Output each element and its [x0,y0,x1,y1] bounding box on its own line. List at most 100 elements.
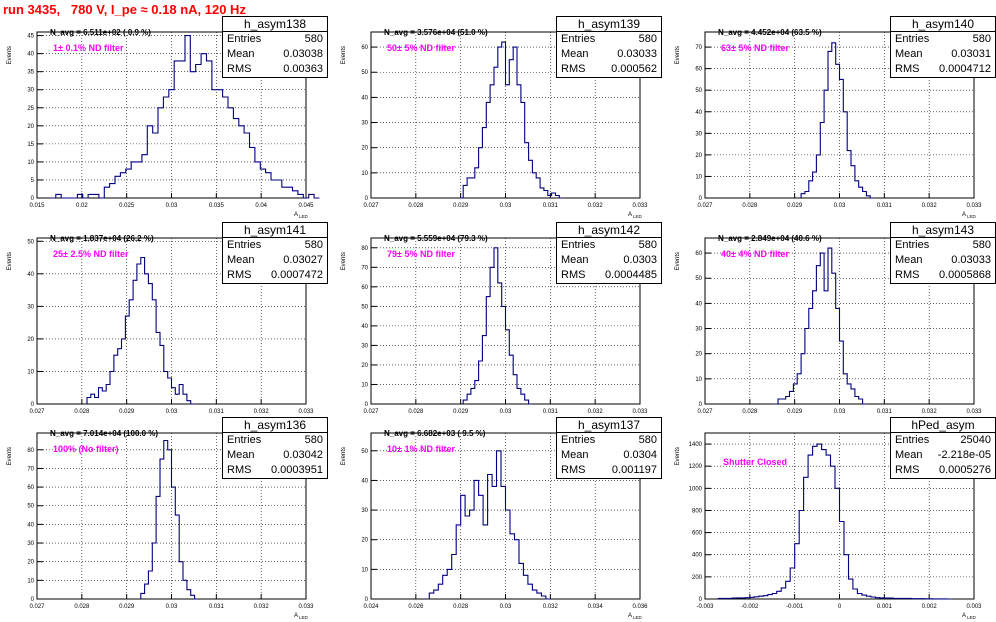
stats-label: Entries [561,239,596,251]
y-axis-label: Events [341,46,347,64]
x-tick-label: 0.028 [408,203,424,209]
histogram-bin [723,598,727,599]
stats-value: 0.03027 [283,254,323,266]
y-tick-label: 10 [361,171,368,177]
filter-label: 10± 1% ND filter [387,444,455,454]
x-tick-label: 0.03 [834,409,846,415]
histogram-bin [804,477,808,599]
histogram-name: h_asym136 [223,418,327,433]
histogram-bin [158,108,163,198]
histogram-bin [490,85,494,198]
histogram-bin [759,596,763,599]
histogram-svg: 0.027 0.028 0.029 0.03 0.031 0.032 0.033 0 10 20 3… [675,31,982,219]
y-tick-label: 50 [695,276,702,282]
y-axis-label: Events [7,447,13,465]
y-tick-label: 1200 [689,464,703,470]
x-tick-label: 0.027 [363,203,379,209]
histogram-bin [287,187,292,198]
histogram-bin [763,596,767,599]
y-tick-label: 30 [27,304,34,310]
histogram-bin [718,598,722,599]
y-tick-label: 40 [695,110,702,116]
x-tick-label: 0.031 [543,203,559,209]
histogram-bin [309,194,314,198]
histogram-bin [463,185,467,198]
histogram-svg: -0.003 -0.002 -0.001 0 0.001 0.002 0.003 0 200 40… [675,432,982,620]
y-tick-label: 0 [365,597,369,603]
histogram-bin [778,399,782,404]
y-tick-label: 40 [27,52,34,58]
histogram-bin [434,590,438,599]
histogram-bin [853,589,857,599]
histogram-bin [786,581,790,599]
y-tick-label: 400 [692,553,703,559]
histogram-bin [102,391,106,404]
histogram-bin [517,85,521,198]
stats-row-entries: Entries 580 [891,32,995,47]
stats-row-mean: Mean 0.03027 [223,253,327,268]
histogram-bin [847,151,851,198]
histogram-bin [782,399,786,404]
histogram-bin [537,593,541,599]
histogram-bin [822,450,826,599]
x-tick-label: 0.028 [74,604,90,610]
histogram-bin [514,540,518,599]
n-avg-label: N_avg = 3.576e+04 (51.0 %) [384,28,488,37]
histogram-bin [898,598,902,599]
x-tick-label: 0.045 [298,203,314,209]
histogram-bin [147,126,152,198]
histogram-bin [510,534,514,599]
histogram-bin [797,374,801,404]
histogram-bin [160,345,164,404]
y-tick-label: 60 [27,485,34,491]
histogram-bin [840,341,844,404]
histogram-bin [88,194,93,198]
stats-value: 0.0304 [623,449,657,461]
y-tick-label: 40 [361,324,368,330]
histogram-bin [521,102,525,198]
y-tick-label: 10 [27,369,34,375]
histogram-bin [866,196,870,198]
histogram-bin [848,579,852,599]
y-tick-label: 0 [365,196,369,202]
histogram-bin [110,371,114,404]
histogram-bin [95,397,99,404]
histogram-bin [813,172,817,198]
histogram-line-h_asym141 [86,256,195,405]
stats-label: Entries [561,33,596,45]
histogram-bin [851,389,855,404]
x-tick-label: 0.034 [588,604,604,610]
histogram-bin [131,162,136,198]
histogram-svg: 0.027 0.028 0.029 0.03 0.031 0.032 0.033 0 10 20 3… [7,432,314,620]
x-tick-label: 0.032 [588,203,604,209]
y-tick-label: 40 [361,95,368,101]
histogram-bin [293,191,298,198]
y-axis-label: Events [7,46,13,64]
y-tick-label: 20 [361,146,368,152]
y-tick-label: 0 [365,402,369,408]
histogram-bin [120,173,125,198]
stats-label: Mean [561,449,589,461]
y-tick-label: 1400 [689,442,703,448]
stats-row-mean: Mean 0.0303 [557,253,661,268]
histogram-bin [471,388,475,404]
stats-label: RMS [895,269,920,281]
stats-value: 0.03033 [951,254,991,266]
histogram-bin [141,593,145,599]
x-tick-label: 0.033 [632,203,648,209]
histogram-bin [479,361,483,404]
histogram-bin [828,248,832,404]
histogram-bin [741,598,745,599]
histogram-bin [148,284,152,404]
histogram-bin [544,190,548,198]
histogram-bin [429,593,433,599]
y-tick-label: 30 [27,541,34,547]
x-tick-label: 0.033 [966,409,982,415]
histogram-pad-h_asym140: 0.027 0.028 0.029 0.03 0.031 0.032 0.033 0 10 20 3… [668,16,996,221]
stats-label: Entries [227,239,262,251]
histogram-bin [786,396,790,404]
histogram-bin [133,280,137,404]
histogram-bin [902,598,906,599]
histogram-bin [801,354,805,404]
stats-value: 0.000562 [611,63,657,75]
